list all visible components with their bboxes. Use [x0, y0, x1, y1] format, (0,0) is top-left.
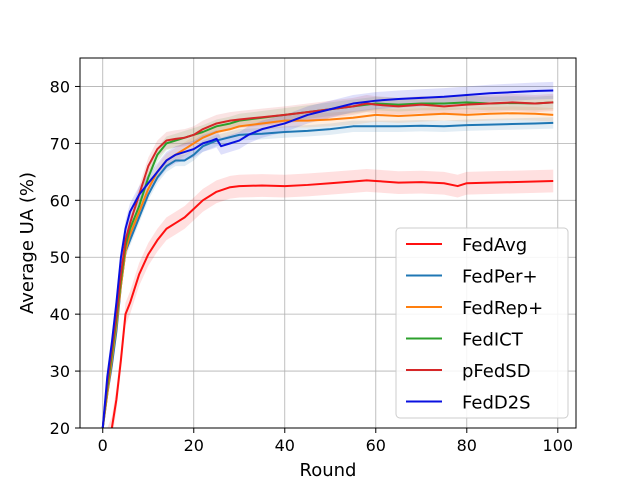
legend-box: [395, 227, 569, 419]
y-tick-label: 30: [50, 362, 70, 381]
x-tick-label: 80: [457, 436, 477, 455]
fedrep--line: [101, 112, 554, 428]
x-axis-label: Round: [300, 460, 357, 480]
legend-label-fedper-: FedPer+: [462, 267, 538, 288]
pfedsd-line: [101, 101, 554, 428]
legend-label-fedict: FedICT: [462, 330, 524, 351]
legend-label-fedavg: FedAvg: [462, 235, 527, 256]
x-tick-label: 40: [275, 436, 295, 455]
fedd2s-line: [101, 89, 554, 428]
y-axis-label: Average UA (%): [17, 172, 38, 314]
x-tick-label: 60: [366, 436, 386, 455]
series-lines: [101, 89, 554, 428]
y-tick-label: 80: [50, 77, 70, 96]
fedict-line: [101, 101, 554, 428]
x-tick-label: 100: [543, 436, 574, 455]
legend: FedAvg FedPer+ FedRep+ FedICT pFedSD FedD2S: [395, 227, 569, 419]
fedavg-line: [110, 179, 554, 428]
x-tick-label: 0: [98, 436, 108, 455]
legend-label-fedrep-: FedRep+: [462, 298, 543, 319]
y-tick-label: 70: [50, 134, 70, 153]
legend-label-pfedsd: pFedSD: [462, 361, 531, 382]
y-tick-label: 50: [50, 248, 70, 267]
y-tick-label: 20: [50, 419, 70, 438]
y-tick-label: 60: [50, 191, 70, 210]
legend-label-fedd2s: FedD2S: [462, 393, 531, 414]
ticks: 0 20 40 60 80 100 20 30 40 50 60 70 80: [50, 77, 573, 455]
y-tick-label: 40: [50, 305, 70, 324]
plot-frame: [79, 57, 577, 429]
x-tick-label: 20: [184, 436, 204, 455]
